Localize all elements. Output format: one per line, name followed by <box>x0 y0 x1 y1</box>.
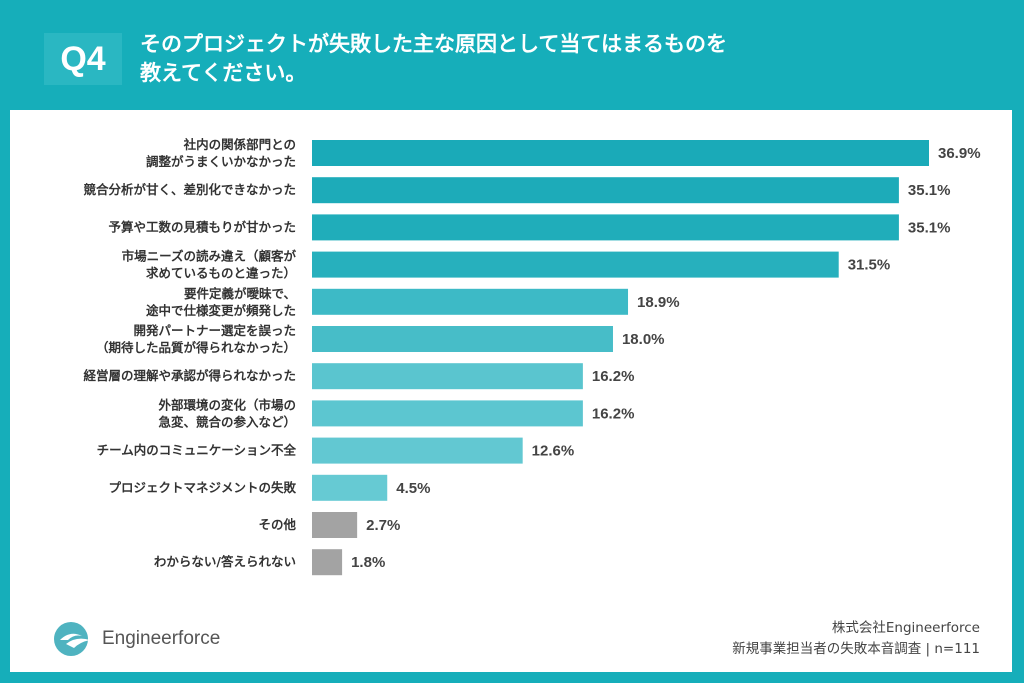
category-label: プロジェクトマネジメントの失敗 <box>108 480 296 495</box>
category-label: わからない/答えられない <box>154 554 296 569</box>
bar <box>312 326 613 352</box>
survey-info: 新規事業担当者の失敗本音調査 | n=111 <box>732 641 980 657</box>
bar <box>312 512 358 538</box>
logo: Engineerforce <box>52 618 220 660</box>
category-label: 要件定義が曖昧で、 <box>184 286 296 301</box>
title-line-2: 教えてください。 <box>140 61 307 85</box>
data-label: 16.2% <box>592 368 635 385</box>
source-note: 株式会社Engineerforce 新規事業担当者の失敗本音調査 | n=111 <box>732 618 980 660</box>
question-badge: Q4 <box>44 33 122 85</box>
category-label: 競合分析が甘く、差別化できなかった <box>83 182 296 197</box>
bar <box>312 437 523 464</box>
data-label: 36.9% <box>938 145 981 162</box>
page-title: そのプロジェクトが失敗した主な原因として当てはまるものを 教えてください。 <box>140 30 900 88</box>
data-label: 35.1% <box>908 219 951 236</box>
bar <box>312 140 929 166</box>
bar <box>312 400 583 427</box>
category-label: 開発パートナー選定を誤った <box>133 323 296 338</box>
bar <box>312 474 388 501</box>
data-label: 35.1% <box>908 182 951 199</box>
chart-panel <box>10 110 1012 672</box>
bar <box>312 251 839 278</box>
title-line-1: そのプロジェクトが失敗した主な原因として当てはまるものを <box>140 32 727 56</box>
company-name: 株式会社Engineerforce <box>831 620 980 636</box>
category-label: 予算や工数の見積もりが甘かった <box>108 219 296 234</box>
category-label: 調整がうまくいかなかった <box>146 154 296 169</box>
category-label: 途中で仕様変更が頻発した <box>146 303 296 318</box>
data-label: 1.8% <box>351 554 385 571</box>
bar <box>312 288 629 315</box>
category-label: 急変、競合の参入など） <box>158 414 296 429</box>
data-label: 4.5% <box>396 480 430 497</box>
data-label: 2.7% <box>366 517 400 534</box>
category-label: 外部環境の変化（市場の <box>157 397 296 412</box>
data-label: 18.0% <box>622 331 665 348</box>
category-label: 市場ニーズの読み違え（顧客が <box>122 249 297 264</box>
category-label: 社内の関係部門との <box>183 137 296 152</box>
bar <box>312 363 583 390</box>
category-label: その他 <box>258 517 296 532</box>
data-label: 31.5% <box>848 257 891 274</box>
category-label: （期待した品質が得られなかった） <box>96 340 296 355</box>
bar <box>312 177 899 204</box>
engineerforce-logo-icon <box>54 622 90 656</box>
category-label: 経営層の理解や承認が得られなかった <box>83 368 296 383</box>
category-label: チーム内のコミュニケーション不全 <box>97 443 297 458</box>
data-label: 12.6% <box>532 443 575 460</box>
bar <box>312 214 899 241</box>
data-label: 16.2% <box>592 405 635 422</box>
category-label: 求めているものと違った） <box>146 266 296 281</box>
data-label: 18.9% <box>637 294 680 311</box>
bar <box>312 549 343 576</box>
logo-text: Engineerforce <box>102 628 221 649</box>
